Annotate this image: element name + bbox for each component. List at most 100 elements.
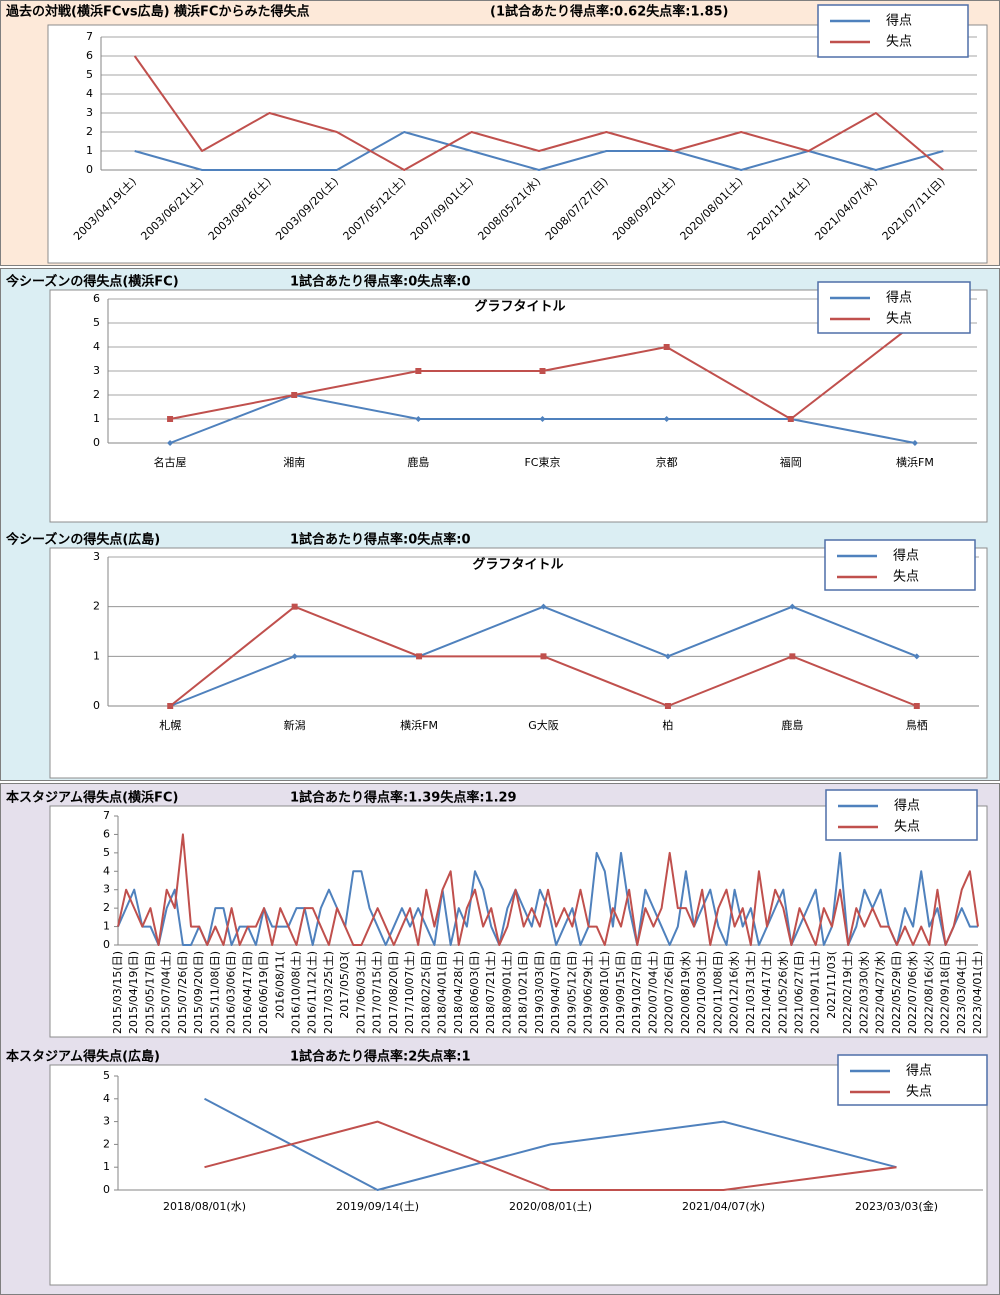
chart-subtitle: 1試合あたり得点率:0失点率:0 bbox=[290, 532, 471, 548]
y-tick-label: 4 bbox=[93, 340, 100, 353]
x-tick-label: 2019/03/03(日) bbox=[533, 951, 546, 1034]
marker bbox=[911, 440, 918, 446]
y-tick-label: 1 bbox=[93, 649, 100, 662]
x-tick-label: 横浜FM bbox=[896, 455, 934, 469]
legend-label: 失点 bbox=[886, 312, 912, 327]
y-tick-label: 1 bbox=[103, 1160, 110, 1173]
y-tick-label: 5 bbox=[93, 316, 100, 329]
x-tick-label: 2020/10/03(土) bbox=[695, 951, 708, 1034]
legend-label: 得点 bbox=[886, 13, 912, 29]
x-tick-label: 2021/11/03( bbox=[825, 951, 838, 1019]
x-tick-label: 2020/08/19(水) bbox=[679, 951, 692, 1034]
x-tick-label: 2022/04/27(水) bbox=[874, 951, 887, 1034]
x-tick-label: 2017/05/03( bbox=[338, 951, 351, 1019]
marker bbox=[663, 416, 670, 422]
x-tick-label: FC東京 bbox=[524, 455, 560, 469]
y-tick-label: 5 bbox=[103, 846, 110, 859]
y-tick-label: 6 bbox=[93, 292, 100, 305]
y-tick-label: 7 bbox=[103, 809, 110, 822]
chart-header: 過去の対戦(横浜FCvs広島) 横浜FCからみた得失点 bbox=[5, 4, 309, 20]
x-tick-label: 2018/08/01(水) bbox=[163, 1200, 246, 1213]
legend-box bbox=[817, 4, 969, 58]
x-tick-label: 2020/12/16(水) bbox=[728, 951, 741, 1034]
marker bbox=[663, 344, 670, 350]
x-tick-label: 2018/07/21(土) bbox=[484, 951, 497, 1034]
y-tick-label: 4 bbox=[103, 1092, 110, 1105]
marker bbox=[167, 416, 174, 422]
x-tick-label: 2019/09/14(土) bbox=[336, 1200, 419, 1213]
marker bbox=[415, 416, 422, 422]
x-tick-label: 2019/05/12(日) bbox=[565, 951, 578, 1034]
y-tick-label: 3 bbox=[93, 364, 100, 377]
y-tick-label: 5 bbox=[86, 68, 93, 81]
chart-header: 本スタジアム得失点(横浜FC) bbox=[6, 790, 178, 806]
plot-title: グラフタイトル bbox=[472, 557, 563, 573]
x-tick-label: 鳥栖 bbox=[906, 718, 928, 732]
marker bbox=[291, 392, 298, 398]
marker bbox=[540, 653, 547, 660]
marker bbox=[539, 416, 546, 422]
series-line bbox=[117, 833, 979, 946]
chart-header: 今シーズンの得失点(広島) bbox=[5, 532, 160, 548]
series-line bbox=[117, 851, 978, 946]
x-tick-label: 横浜FM bbox=[400, 718, 438, 732]
legend-box bbox=[825, 789, 978, 841]
y-tick-label: 2 bbox=[93, 600, 100, 613]
marker bbox=[540, 603, 547, 610]
marker bbox=[167, 440, 174, 446]
x-tick-label: 2021/09/11(土) bbox=[809, 951, 822, 1034]
y-tick-label: 3 bbox=[103, 883, 110, 896]
series-line bbox=[204, 1120, 897, 1191]
x-tick-label: 2021/06/27(日) bbox=[793, 951, 806, 1034]
marker bbox=[913, 703, 920, 709]
x-tick-label: 鹿島 bbox=[407, 455, 429, 469]
y-tick-label: 4 bbox=[86, 87, 93, 100]
y-tick-label: 0 bbox=[93, 436, 100, 449]
x-tick-label: 2023/03/03(金) bbox=[855, 1199, 938, 1213]
y-tick-label: 3 bbox=[86, 106, 93, 119]
chart-subtitle: 1試合あたり得点率:1.39失点率:1.29 bbox=[290, 790, 517, 806]
y-tick-label: 7 bbox=[86, 30, 93, 43]
x-tick-label: 新潟 bbox=[284, 718, 306, 732]
x-tick-label: 名古屋 bbox=[154, 455, 187, 469]
x-tick-label: 福岡 bbox=[780, 455, 802, 469]
y-tick-label: 0 bbox=[86, 163, 93, 176]
x-tick-label: 2015/07/26(日) bbox=[176, 951, 189, 1034]
x-tick-label: 2019/06/29(土) bbox=[582, 951, 595, 1034]
marker bbox=[789, 653, 796, 660]
chart-header: 今シーズンの得失点(横浜FC) bbox=[5, 274, 179, 290]
x-tick-label: 2015/11/08(日) bbox=[208, 951, 221, 1034]
legend-label: 失点 bbox=[893, 570, 919, 585]
chart-header: 本スタジアム得失点(広島) bbox=[6, 1049, 160, 1065]
legend-box bbox=[824, 539, 976, 591]
x-tick-label: 2018/10/21(日) bbox=[517, 951, 530, 1034]
y-tick-label: 1 bbox=[86, 144, 93, 157]
y-tick-label: 2 bbox=[103, 1137, 110, 1150]
legend-label: 得点 bbox=[893, 548, 919, 564]
y-tick-label: 1 bbox=[93, 412, 100, 425]
y-tick-label: 2 bbox=[86, 125, 93, 138]
x-tick-label: 2021/04/17(土) bbox=[760, 951, 773, 1034]
legend-label: 得点 bbox=[906, 1063, 932, 1079]
x-tick-label: G大阪 bbox=[528, 718, 559, 732]
x-tick-label: 2015/07/04(土) bbox=[160, 951, 173, 1034]
chart-subtitle: 1試合あたり得点率:2失点率:1 bbox=[290, 1049, 471, 1065]
marker bbox=[789, 603, 796, 610]
x-tick-label: 2017/08/20(日) bbox=[387, 951, 400, 1034]
x-tick-label: 2023/03/04(土) bbox=[955, 951, 968, 1034]
x-tick-label: 2016/03/06(日) bbox=[225, 951, 238, 1034]
x-tick-label: 2019/04/07(日) bbox=[549, 951, 562, 1034]
legend-box bbox=[817, 281, 971, 334]
legend-box bbox=[837, 1054, 988, 1106]
marker bbox=[787, 416, 794, 422]
marker bbox=[416, 653, 423, 660]
marker bbox=[291, 653, 298, 660]
x-tick-label: 2019/09/15(日) bbox=[614, 951, 627, 1034]
x-tick-label: 2022/05/29(日) bbox=[890, 951, 903, 1034]
marker bbox=[664, 653, 671, 660]
chart-subtitle: (1試合あたり得点率:0.62失点率:1.85) bbox=[490, 4, 728, 20]
marker bbox=[167, 703, 174, 709]
x-tick-label: 2017/03/25(土) bbox=[322, 951, 335, 1034]
legend-label: 失点 bbox=[894, 820, 920, 835]
